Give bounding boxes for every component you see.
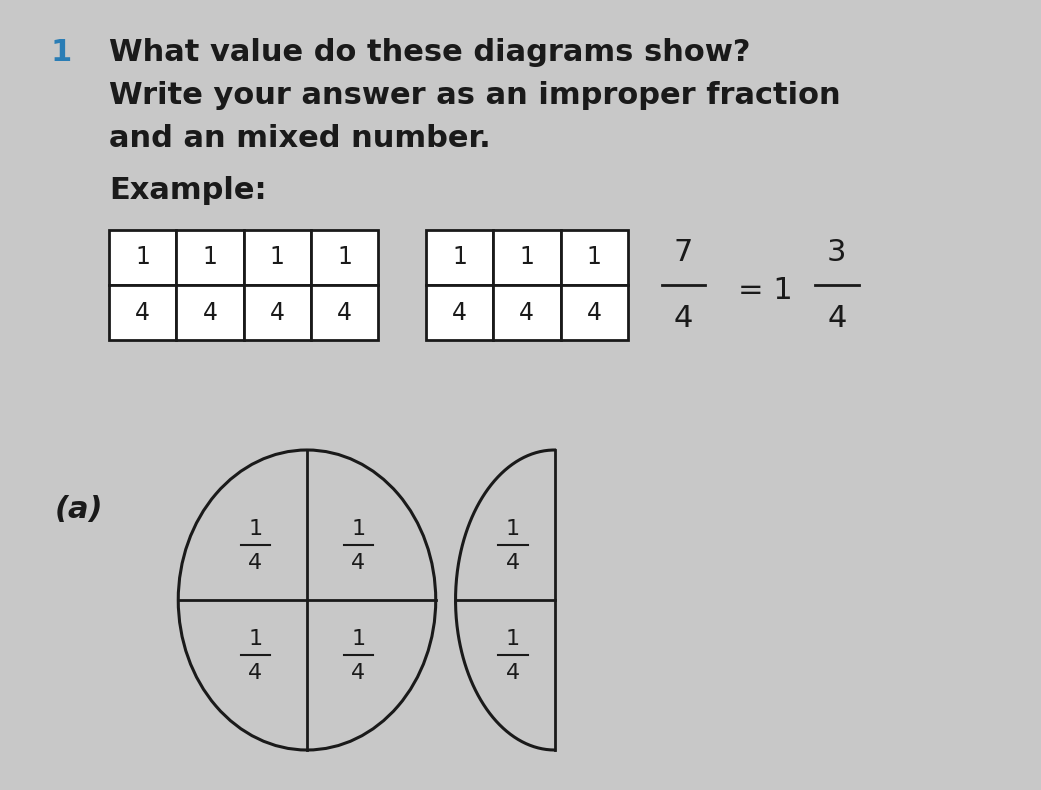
Text: 1: 1 — [452, 246, 467, 269]
Text: 1: 1 — [270, 246, 285, 269]
Text: 7: 7 — [674, 238, 693, 266]
Bar — [109, 230, 176, 285]
Text: 4: 4 — [337, 300, 352, 325]
Bar — [176, 285, 244, 340]
Text: 4: 4 — [452, 300, 467, 325]
Text: 4: 4 — [249, 553, 262, 573]
Text: Example:: Example: — [109, 175, 266, 205]
Bar — [311, 230, 378, 285]
Text: 1: 1 — [51, 37, 72, 66]
Text: 1: 1 — [587, 246, 602, 269]
Text: 1: 1 — [135, 246, 150, 269]
Text: 1: 1 — [352, 629, 365, 649]
Text: 3: 3 — [827, 238, 846, 266]
Text: 1: 1 — [249, 629, 262, 649]
Text: and an mixed number.: and an mixed number. — [109, 123, 490, 152]
Bar — [109, 285, 176, 340]
Bar — [560, 230, 628, 285]
Text: 1: 1 — [519, 246, 534, 269]
Bar — [311, 285, 378, 340]
Text: (a): (a) — [54, 495, 103, 525]
Text: 4: 4 — [352, 553, 365, 573]
Text: 4: 4 — [249, 663, 262, 683]
Bar — [426, 285, 493, 340]
Text: 1: 1 — [203, 246, 218, 269]
Text: 1: 1 — [506, 629, 520, 649]
Text: 1: 1 — [352, 519, 365, 539]
Bar — [176, 230, 244, 285]
Bar — [560, 285, 628, 340]
Text: 1: 1 — [337, 246, 352, 269]
Bar — [426, 230, 493, 285]
Bar — [244, 285, 311, 340]
Text: 4: 4 — [270, 300, 285, 325]
Text: 4: 4 — [202, 300, 218, 325]
Text: 4: 4 — [352, 663, 365, 683]
Text: 4: 4 — [674, 303, 693, 333]
Text: 1: 1 — [506, 519, 520, 539]
Text: 4: 4 — [519, 300, 534, 325]
Text: 4: 4 — [135, 300, 150, 325]
Text: What value do these diagrams show?: What value do these diagrams show? — [109, 37, 751, 66]
Text: = 1: = 1 — [738, 276, 792, 304]
Bar — [244, 230, 311, 285]
Text: 4: 4 — [828, 303, 846, 333]
Bar — [493, 285, 560, 340]
Text: 4: 4 — [506, 553, 520, 573]
Bar — [493, 230, 560, 285]
Text: 4: 4 — [587, 300, 602, 325]
Text: Write your answer as an improper fraction: Write your answer as an improper fractio… — [109, 81, 840, 110]
Text: 4: 4 — [506, 663, 520, 683]
Text: 1: 1 — [249, 519, 262, 539]
